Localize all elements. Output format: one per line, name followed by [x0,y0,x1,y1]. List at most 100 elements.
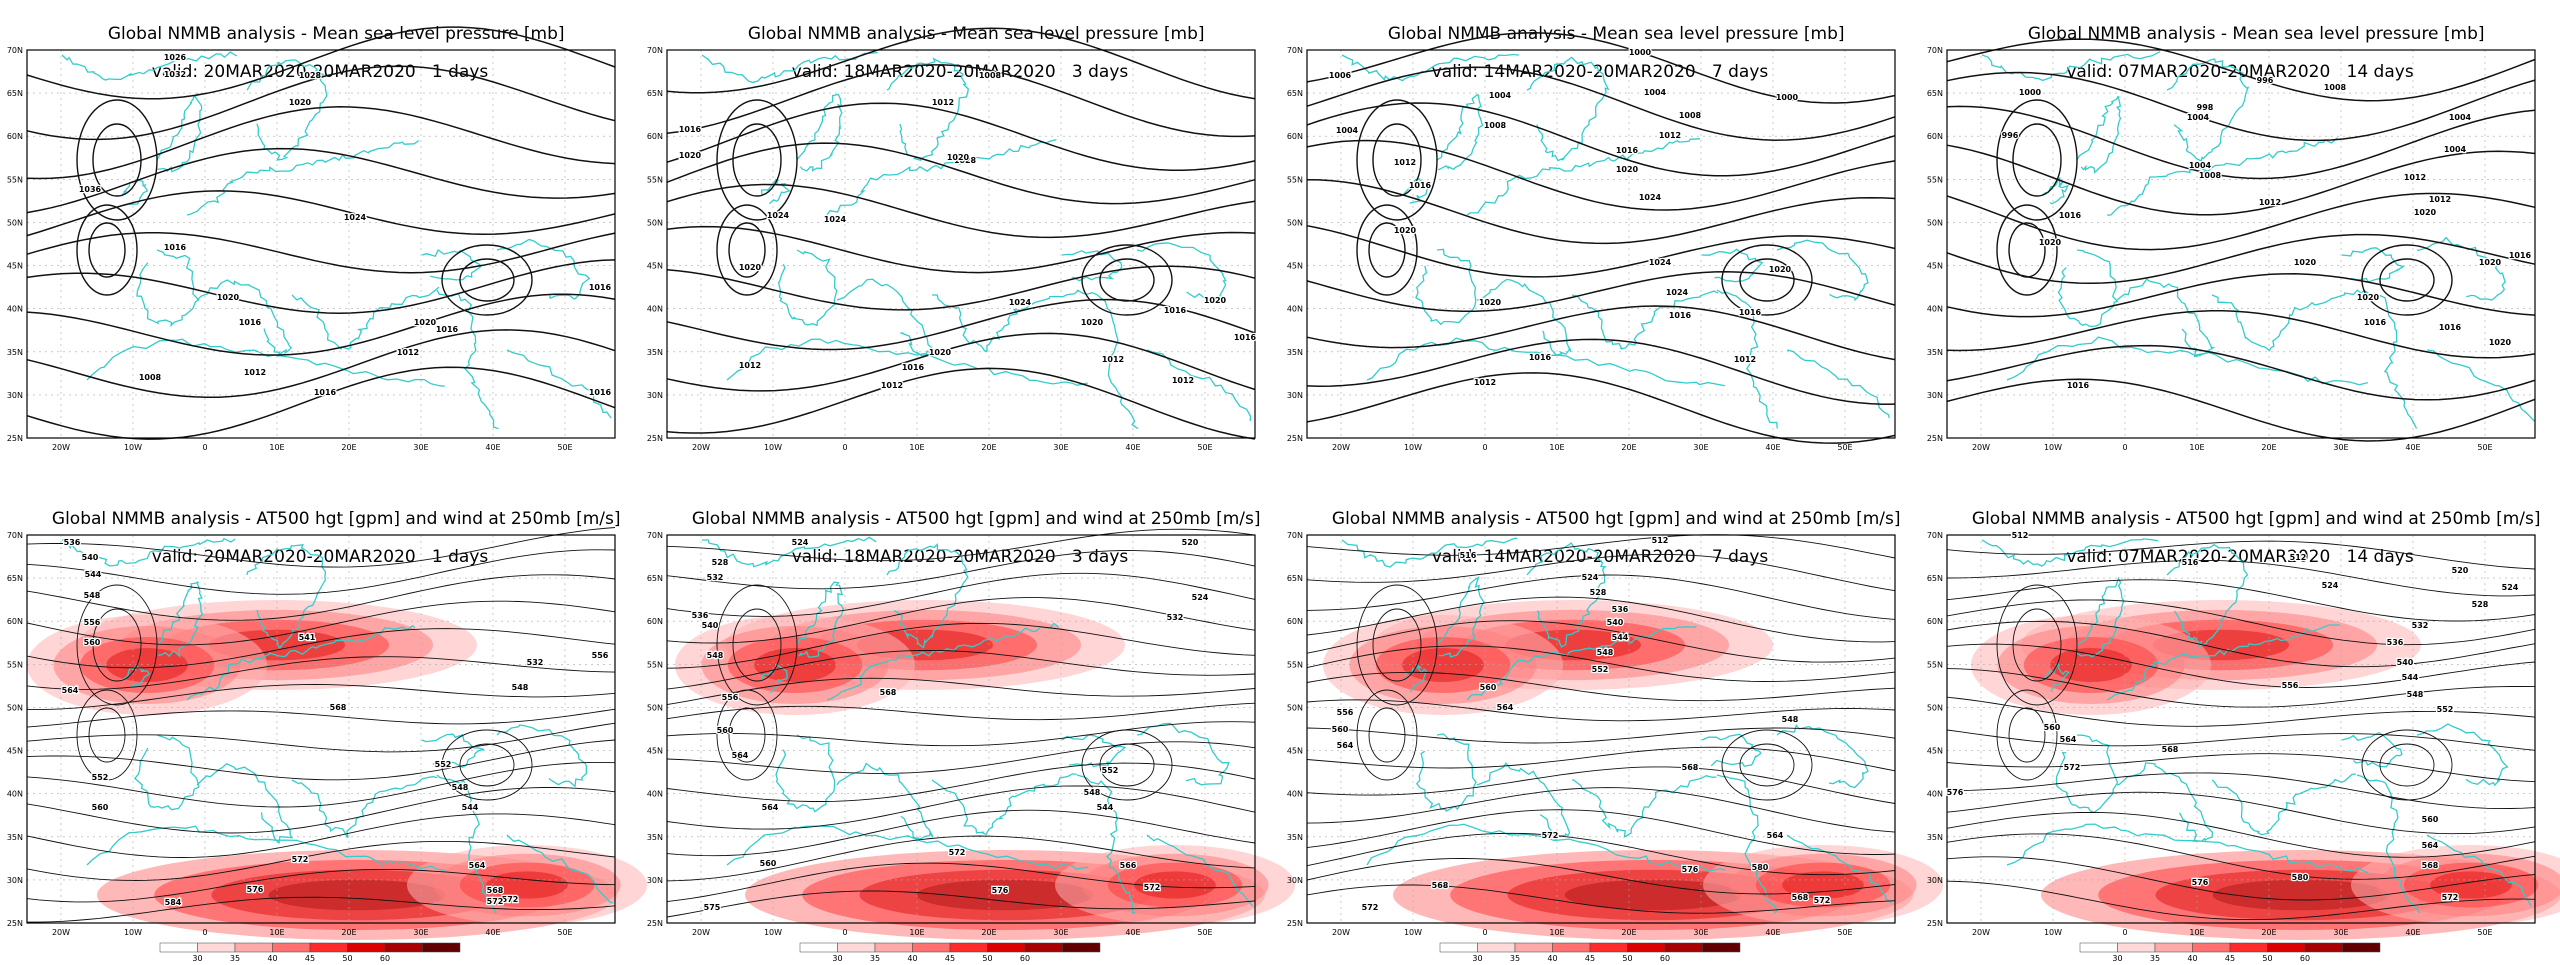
contour-label: 576 [1947,788,1964,797]
contour-label: 1028 [954,156,977,165]
contour-label: 528 [1590,588,1607,597]
contour-label: 576 [2192,878,2209,887]
contour-label: 528 [712,558,729,567]
colorbar-swatch [2154,942,2193,953]
contour-label: 1012 [1734,355,1756,364]
x-tick-label: 10E [2189,443,2204,452]
contour-label: 564 [469,861,486,870]
colorbar-tick: 40 [267,954,277,963]
contour-label: 516 [1460,551,1477,560]
contours [1946,38,2536,442]
contour-label: 1012 [1394,158,1416,167]
contour-label: 575 [704,903,721,912]
y-tick-label: 30N [1287,876,1303,885]
colorbar-tick: 35 [230,954,240,963]
contour-label: 1024 [1009,298,1032,307]
contour-label: 1020 [2479,258,2502,267]
contour-label: 1012 [881,381,903,390]
contour-label: 572 [2064,763,2081,772]
contour-label: 532 [2412,621,2429,630]
grid [667,49,1255,439]
x-tick-label: 10W [1404,443,1422,452]
panel-title-line1: Global NMMB analysis - AT500 hgt [gpm] a… [51,509,621,529]
contour-label: 552 [2437,705,2454,714]
y-tick-label: 40N [7,305,23,314]
contour-label: 1012 [2404,173,2426,182]
colorbar-swatch [1514,942,1553,953]
colorbar-swatch [309,942,348,953]
x-tick-label: 50E [1197,928,1212,937]
colorbar: 30 35 40 45 50 60 [159,942,461,963]
y-tick-label: 35N [7,348,23,357]
y-tick-label: 25N [7,434,23,443]
x-tick-label: 20W [52,928,70,937]
contour-label: 528 [2472,600,2489,609]
y-tick-label: 25N [1287,919,1303,928]
plot-frame [666,534,1256,924]
contour-label: 1004 [2444,145,2467,154]
contour-label: 572 [292,855,309,864]
contour-label: 544 [2402,673,2419,682]
contour-label: 548 [707,651,724,660]
contour-label: 540 [1607,618,1624,627]
contour-label: 1012 [1172,376,1194,385]
y-tick-label: 30N [1287,391,1303,400]
colorbar-swatch [197,942,236,953]
contour-label: 1024 [344,213,367,222]
x-tick-label: 10W [124,443,142,452]
x-tick-label: 10E [269,928,284,937]
colorbar-swatch [1439,942,1478,953]
contour-label: 564 [62,686,79,695]
x-tick-label: 40E [2405,928,2420,937]
y-tick-label: 65N [1927,574,1943,583]
y-tick-label: 35N [647,833,663,842]
colorbar-tick: 60 [1020,954,1030,963]
x-tick-label: 20E [341,443,356,452]
contour-label: 556 [84,618,101,627]
x-tick-label: 20W [1332,928,1350,937]
y-tick-label: 60N [1287,132,1303,141]
contour-label: 548 [452,783,469,792]
colorbar: 30 35 40 45 50 60 [2079,942,2381,963]
x-tick-label: 20E [2261,443,2276,452]
contour-label: 1008 [979,71,1002,80]
colorbar-tick: 50 [342,954,352,963]
contour-label: 572 [1144,883,1161,892]
colorbar-swatch [837,942,876,953]
y-tick-label: 40N [647,790,663,799]
panel-valid-line: valid: 14MAR2020-20MAR2020 7 days [1431,62,1769,82]
x-tick-label: 10W [2044,443,2062,452]
y-tick-label: 30N [647,876,663,885]
contour-label: 556 [2282,681,2299,690]
contour-label: 544 [462,803,479,812]
contour-label: 1024 [1649,258,1672,267]
x-tick-label: 10W [124,928,142,937]
contour-label: 1000 [2019,88,2042,97]
contour-label: 532 [1167,613,1184,622]
contour-label: 560 [84,638,101,647]
contour-label: 1012 [1659,131,1681,140]
y-tick-label: 65N [647,89,663,98]
colorbar-tick: 35 [870,954,880,963]
contour-label: 544 [85,570,102,579]
contour-label: 564 [762,803,779,812]
colorbar-tick: 45 [1585,954,1595,963]
contour-label: 572 [2442,893,2459,902]
contour-label: 560 [1332,725,1349,734]
colorbar-swatch [422,942,461,953]
contour-label: 1008 [2199,171,2222,180]
x-tick-label: 0 [2122,928,2127,937]
x-tick-label: 40E [485,443,500,452]
contour-label: 556 [1337,708,1354,717]
plot-frame [1306,49,1896,439]
y-tick-label: 70N [647,531,663,540]
y-tick-label: 55N [647,660,663,669]
contour-label: 1016 [1616,146,1639,155]
contour-label: 572 [1542,831,1559,840]
y-tick-label: 50N [7,703,23,712]
contour-label: 536 [1612,605,1629,614]
contours [666,528,1256,918]
contour-label: 1016 [436,325,459,334]
x-tick-label: 30E [1693,443,1708,452]
